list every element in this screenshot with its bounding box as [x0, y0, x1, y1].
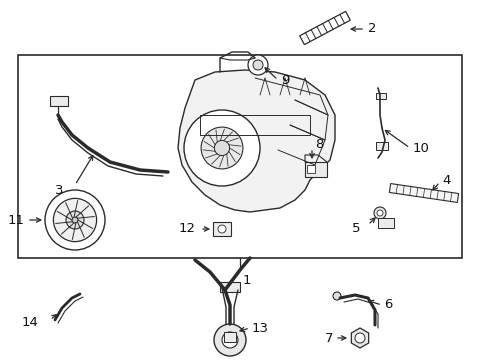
Bar — [213, 222, 231, 236]
Text: 2: 2 — [368, 22, 376, 36]
Bar — [305, 162, 327, 177]
Bar — [18, 55, 462, 258]
Text: 14: 14 — [21, 315, 38, 328]
Polygon shape — [300, 12, 350, 45]
Bar — [224, 332, 236, 342]
Bar — [376, 93, 386, 99]
Circle shape — [215, 140, 230, 156]
Text: 12: 12 — [179, 222, 196, 235]
Text: 4: 4 — [442, 174, 450, 186]
Circle shape — [333, 292, 341, 300]
Text: 3: 3 — [55, 184, 64, 197]
Text: 1: 1 — [243, 274, 251, 287]
Circle shape — [214, 324, 246, 356]
Polygon shape — [351, 328, 368, 348]
Circle shape — [45, 190, 105, 250]
Circle shape — [72, 217, 78, 223]
Circle shape — [222, 332, 238, 348]
Circle shape — [377, 210, 383, 216]
Circle shape — [253, 60, 263, 70]
Bar — [50, 96, 68, 106]
Circle shape — [201, 127, 243, 169]
Bar — [378, 218, 394, 228]
Text: 10: 10 — [413, 141, 430, 154]
Text: 5: 5 — [351, 221, 360, 234]
Bar — [376, 142, 388, 150]
Circle shape — [184, 110, 260, 186]
Circle shape — [374, 207, 386, 219]
Circle shape — [248, 55, 268, 75]
Text: 13: 13 — [252, 321, 269, 334]
Circle shape — [218, 225, 226, 233]
Polygon shape — [178, 70, 335, 212]
Text: 6: 6 — [384, 298, 392, 311]
Text: 9: 9 — [281, 73, 290, 86]
Text: 11: 11 — [8, 213, 25, 226]
Circle shape — [53, 198, 97, 242]
Bar — [220, 282, 240, 292]
Bar — [307, 165, 315, 173]
Polygon shape — [390, 184, 459, 202]
Text: 8: 8 — [315, 139, 323, 152]
Circle shape — [66, 211, 84, 229]
Circle shape — [355, 333, 365, 343]
Text: 7: 7 — [324, 332, 333, 345]
